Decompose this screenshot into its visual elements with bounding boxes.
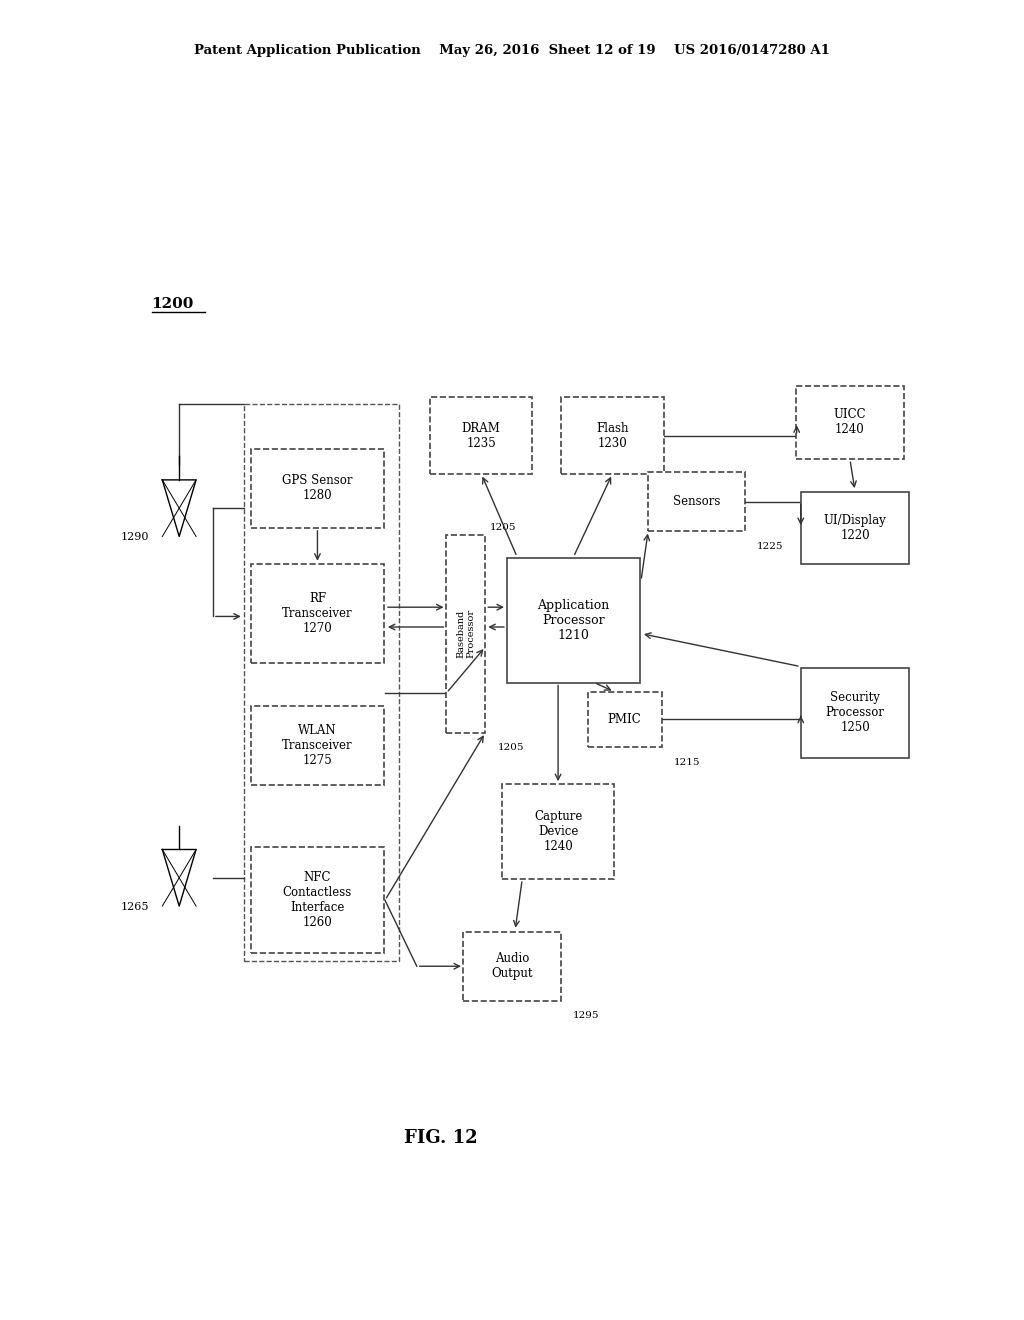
Text: 1205: 1205: [489, 524, 516, 532]
Bar: [251, 565, 384, 663]
Text: GPS Sensor
1280: GPS Sensor 1280: [283, 474, 352, 503]
Text: UI/Display
1220: UI/Display 1220: [823, 513, 887, 543]
Text: Application
Processor
1210: Application Processor 1210: [538, 599, 609, 642]
Text: Baseband
Processor: Baseband Processor: [457, 609, 475, 659]
Text: Security
Processor
1250: Security Processor 1250: [825, 692, 885, 734]
Bar: [251, 449, 384, 528]
Text: Capture
Device
1240: Capture Device 1240: [534, 810, 583, 853]
Text: UICC
1240: UICC 1240: [834, 408, 866, 437]
Bar: [244, 404, 399, 961]
Text: RF
Transceiver
1270: RF Transceiver 1270: [283, 593, 352, 635]
Text: Sensors: Sensors: [673, 495, 720, 508]
Text: PMIC: PMIC: [608, 713, 641, 726]
Text: WLAN
Transceiver
1275: WLAN Transceiver 1275: [283, 725, 352, 767]
Text: FIG. 12: FIG. 12: [403, 1129, 477, 1147]
Bar: [801, 668, 909, 758]
Bar: [507, 557, 640, 682]
Bar: [797, 385, 903, 458]
Text: 1225: 1225: [758, 541, 783, 550]
Bar: [463, 932, 561, 1001]
Bar: [446, 535, 485, 733]
Text: 1290: 1290: [121, 532, 150, 543]
Text: DRAM
1235: DRAM 1235: [462, 421, 501, 450]
Text: Audio
Output: Audio Output: [492, 952, 532, 981]
Text: Flash
1230: Flash 1230: [596, 421, 629, 450]
Text: 1205: 1205: [498, 743, 524, 752]
Bar: [502, 784, 614, 879]
Bar: [430, 397, 532, 474]
Bar: [801, 491, 909, 565]
Text: NFC
Contactless
Interface
1260: NFC Contactless Interface 1260: [283, 871, 352, 929]
Bar: [561, 397, 664, 474]
Bar: [648, 471, 745, 531]
Bar: [251, 706, 384, 785]
Text: 1265: 1265: [121, 902, 150, 912]
Text: 1295: 1295: [573, 1011, 599, 1020]
Text: 1200: 1200: [152, 297, 194, 310]
Text: Patent Application Publication    May 26, 2016  Sheet 12 of 19    US 2016/014728: Patent Application Publication May 26, 2…: [195, 44, 829, 57]
Text: 1215: 1215: [674, 758, 700, 767]
Bar: [251, 847, 384, 953]
Bar: [588, 692, 662, 747]
